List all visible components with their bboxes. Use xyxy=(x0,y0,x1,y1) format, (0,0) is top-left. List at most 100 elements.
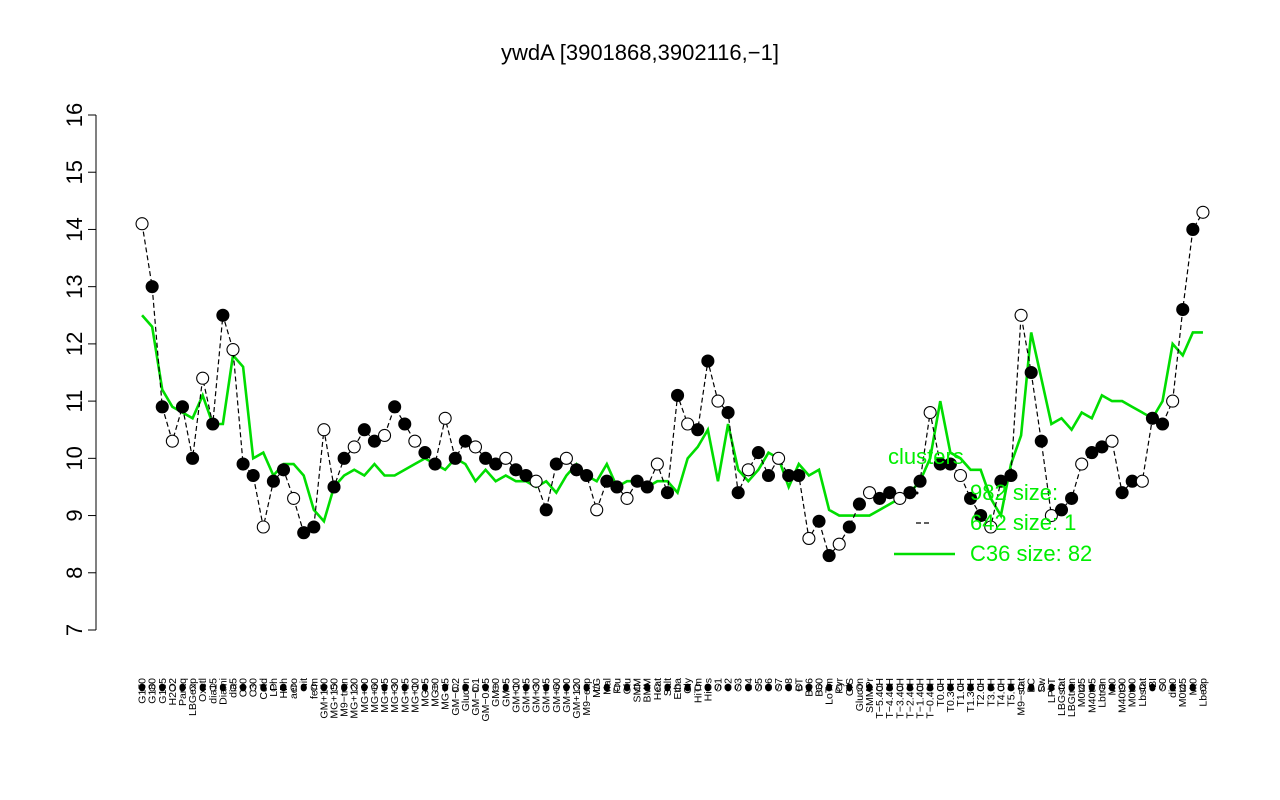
x-tick-label: MG+5 xyxy=(419,678,431,707)
data-point xyxy=(186,451,200,465)
x-cluster-marker xyxy=(836,683,843,692)
data-point xyxy=(1105,434,1119,448)
x-tick-label: GM+60 xyxy=(551,678,563,713)
x-cluster-marker xyxy=(937,683,944,692)
x-tick-label: Fru xyxy=(611,678,623,694)
x-tick-label: M9−stat xyxy=(1016,678,1028,716)
x-tick-label: T4.0H xyxy=(995,678,1007,707)
x-tick-label: S7 xyxy=(773,678,785,691)
x-tick-label: M40t45 xyxy=(1086,678,1098,713)
y-tick-label: 8 xyxy=(62,567,87,579)
x-cluster-marker xyxy=(765,683,772,692)
x-cluster-marker xyxy=(603,683,610,692)
x-cluster-marker xyxy=(634,683,641,692)
data-point xyxy=(468,440,483,454)
x-cluster-marker xyxy=(533,683,540,692)
x-tick-label: H2O2 xyxy=(167,678,179,706)
data-point xyxy=(964,491,978,505)
x-tick-label: M/G xyxy=(591,678,603,698)
x-cluster-marker xyxy=(967,683,974,692)
data-point xyxy=(256,520,270,534)
data-point xyxy=(893,491,907,505)
x-tick-label: Heat xyxy=(652,678,664,700)
x-cluster-marker xyxy=(270,683,277,692)
x-tick-label: Diami xyxy=(217,678,229,705)
x-cluster-marker xyxy=(1129,683,1136,692)
data-point xyxy=(974,509,988,523)
x-tick-label: S6 xyxy=(763,678,775,691)
x-tick-label: MG+30 xyxy=(389,678,401,713)
x-cluster-marker xyxy=(169,683,176,692)
x-cluster-marker xyxy=(260,683,267,692)
x-cluster-marker xyxy=(1068,683,1075,692)
x-tick-label: M40t90 xyxy=(1117,678,1129,713)
data-point xyxy=(287,491,301,505)
data-point xyxy=(297,526,311,540)
x-cluster-marker xyxy=(977,683,984,692)
x-cluster-marker xyxy=(492,683,499,692)
data-point xyxy=(539,503,553,517)
y-tick-label: 10 xyxy=(62,446,87,470)
x-tick-label: S2 xyxy=(723,678,735,691)
data-point xyxy=(761,468,776,483)
data-point xyxy=(337,451,351,465)
data-point xyxy=(923,406,937,420)
x-tick-label: C30 xyxy=(248,678,260,697)
x-tick-label: B36 xyxy=(803,678,815,697)
x-tick-label: T−4.40H xyxy=(884,678,896,719)
x-cluster-marker xyxy=(674,683,681,692)
data-point xyxy=(691,423,705,437)
data-point xyxy=(559,451,573,465)
x-cluster-marker xyxy=(502,683,509,692)
data-point xyxy=(711,394,725,408)
x-tick-label: T−5.40H xyxy=(874,678,886,719)
x-tick-label: LPhT xyxy=(1046,677,1058,703)
x-tick-label: GM−0.2 xyxy=(450,678,462,716)
data-point xyxy=(509,463,523,477)
x-cluster-marker xyxy=(816,683,823,692)
data-point xyxy=(307,520,321,534)
x-tick-label: GM+150 xyxy=(318,678,330,719)
x-cluster-marker xyxy=(997,683,1004,692)
x-cluster-marker xyxy=(563,683,570,692)
y-tick-label: 12 xyxy=(62,332,87,356)
data-point xyxy=(984,520,998,534)
x-tick-label: GM+10 xyxy=(510,678,522,713)
x-cluster-marker xyxy=(917,683,924,692)
data-point xyxy=(1024,365,1038,380)
data-point xyxy=(812,514,826,528)
x-tick-label: dia0 xyxy=(1167,678,1179,698)
data-point xyxy=(499,451,513,465)
x-cluster-marker xyxy=(785,683,792,692)
x-cluster-marker xyxy=(391,683,398,692)
x-tick-label: Glucon xyxy=(854,678,866,711)
x-cluster-marker xyxy=(1078,683,1085,692)
x-tick-label: HiTm xyxy=(692,678,704,703)
x-tick-label: dia15 xyxy=(207,678,219,704)
x-cluster-marker xyxy=(684,683,691,692)
data-point xyxy=(1196,205,1210,219)
x-tick-label: Lbexp xyxy=(1197,678,1209,707)
data-point xyxy=(1186,222,1200,236)
x-tick-label: LBGstat xyxy=(1056,678,1068,716)
x-cluster-marker xyxy=(1018,683,1025,692)
x-tick-label: T2.0H xyxy=(975,678,987,707)
data-point xyxy=(236,457,250,471)
x-tick-label: GM+5 xyxy=(500,678,512,707)
x-tick-label: G180 xyxy=(147,678,159,704)
x-tick-label: G/S xyxy=(844,678,856,696)
x-tick-label: Mal xyxy=(601,678,613,695)
x-tick-label: C90 xyxy=(238,678,250,697)
x-tick-label: GM−0.1 xyxy=(470,678,482,716)
data-point xyxy=(317,423,331,437)
x-cluster-marker xyxy=(320,683,327,692)
x-tick-label: T−3.40H xyxy=(894,678,906,719)
x-tick-label: Glucon xyxy=(460,678,472,711)
x-cluster-marker xyxy=(795,683,802,692)
x-tick-label: ferm xyxy=(308,678,320,699)
data-point xyxy=(216,308,230,322)
x-tick-label: T1.30H xyxy=(965,678,977,712)
x-cluster-marker xyxy=(240,683,247,692)
x-tick-label: GM−0.05 xyxy=(480,678,492,722)
